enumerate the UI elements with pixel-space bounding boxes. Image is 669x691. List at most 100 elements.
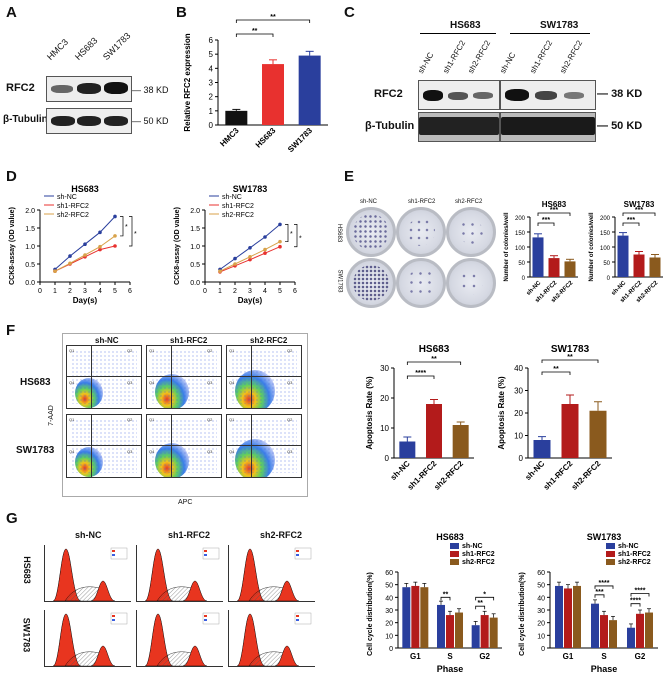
series-line [54,245,116,272]
y-tick-label: 200 [600,216,611,222]
bar [402,587,411,648]
flow-cytometry-plot: Q1 Q2 Q4 Q3 [146,414,222,478]
axis-label-y: 7-AAD [47,405,55,426]
y-tick-label: 40 [385,595,393,602]
legend-swatch [112,550,115,552]
kd-marker: — 38 KD [132,85,169,95]
gate-line [91,346,92,408]
y-tick-label: 10 [385,633,393,640]
bar [420,587,429,648]
significance-bracket [235,33,274,37]
cell-cycle-histogram [44,610,131,667]
y-tick-label: 0 [519,454,524,463]
y-tick-label: 0 [389,646,393,653]
colonies [407,218,435,246]
bar [533,440,551,458]
lane-label: sh1-RFC2 [528,38,555,75]
panel-label-e: E [344,168,355,185]
significance-bracket [630,603,641,607]
y-tick-label: 4 [209,64,214,73]
legend-swatch [204,619,207,621]
gate-line [251,415,252,477]
y-tick-label: 1.0 [190,244,200,251]
lane-label: HMC3 [44,36,71,62]
legend-label: sh-NC [222,194,242,201]
significance-bracket [594,594,605,598]
cell-cycle-histogram [44,545,131,602]
bar [555,585,563,648]
lane-label: sh2-RFC2 [466,38,493,75]
flow-cytometry-plot: Q1 Q2 Q4 Q3 [226,345,302,409]
y-tick-label: 0 [541,646,545,653]
x-tick-label: HMC3 [218,126,241,149]
x-tick-label: 1 [53,288,57,295]
gate-line [147,445,221,446]
legend-label: sh-NC [462,543,483,550]
quadrant-label: Q1 [149,417,155,422]
legend-swatch [606,543,615,549]
data-point [248,246,252,250]
column-label: sh-NC [75,530,102,540]
significance-label: * [125,224,128,231]
lane-label: sh-NC [416,50,436,75]
x-tick-label: SW1783 [286,126,314,154]
legend-swatch [606,559,615,565]
cell-cycle-histogram [228,610,315,667]
y-axis-label: Cell cycle distribution(%) [519,572,526,656]
row-label: HS683 [336,223,343,243]
x-tick-label: 2 [68,288,72,295]
quadrant-label: Q2 [127,348,133,353]
bar [564,588,572,648]
quadrant-label: Q2 [287,348,293,353]
legend-label: sh1-RFC2 [618,551,651,558]
column-label: sh-NC [360,199,378,205]
g2-peak [182,580,208,601]
cell-scatter [151,419,217,473]
significance-bracket [294,224,298,248]
quadrant-label: Q4 [229,449,235,454]
y-tick-label: 10 [380,424,389,433]
bar [471,625,480,648]
y-axis-label: CCK8-assay (OD value) [9,207,16,285]
y-tick-label: 0.0 [190,280,200,287]
lane-label: sh2-RFC2 [558,38,585,75]
data-point [83,253,87,257]
flow-cytometry-plot: Q1 Q2 Q4 Q3 [66,414,142,478]
bar [532,237,544,277]
bar [446,615,454,648]
significance-bracket [622,212,656,216]
x-tick-label: 2 [233,288,237,295]
panel-label-c: C [344,4,355,21]
significance-bracket [475,596,495,601]
significance-bracket [630,593,650,597]
y-tick-label: 0.5 [190,262,200,269]
chart-title: SW1783 [551,344,590,355]
cell-scatter [151,350,217,404]
panel-label-f: F [6,322,16,339]
cell-population [75,447,103,477]
significance-label: *** [635,207,643,214]
data-point [278,244,282,249]
quadrant-label: Q3 [207,449,213,454]
panel-d-chart-sw1783: SW1783 0.0 0.5 1.0 1.5 2.0 0 1 2 3 4 5 6 Day(s) CCK8-a… [174,184,302,305]
legend-label: sh2-RFC2 [222,212,254,219]
significance-label: * [290,231,293,238]
quadrant-label: Q1 [69,417,75,422]
bar [589,410,607,458]
y-tick-label: 10 [537,633,545,640]
x-tick-label: 4 [98,288,102,295]
bar [426,404,442,458]
group-line [420,33,496,34]
bar [649,257,661,277]
y-tick-label: 20 [380,394,389,403]
colonies [353,214,389,250]
y-tick-label: 2.0 [25,208,35,215]
western-blot-tubulin-sw1783 [500,112,596,142]
y-tick-label: 50 [385,583,393,590]
bar [600,615,608,648]
panel-label-a: A [6,4,17,21]
panel-label-g: G [6,510,18,527]
x-tick-label: sh2-RFC2 [570,459,603,492]
panel-g-chart-sw1783: SW1783 0 10 20 30 40 50 60 Cell cycle distributi… [519,532,658,674]
blot-band [77,83,101,94]
